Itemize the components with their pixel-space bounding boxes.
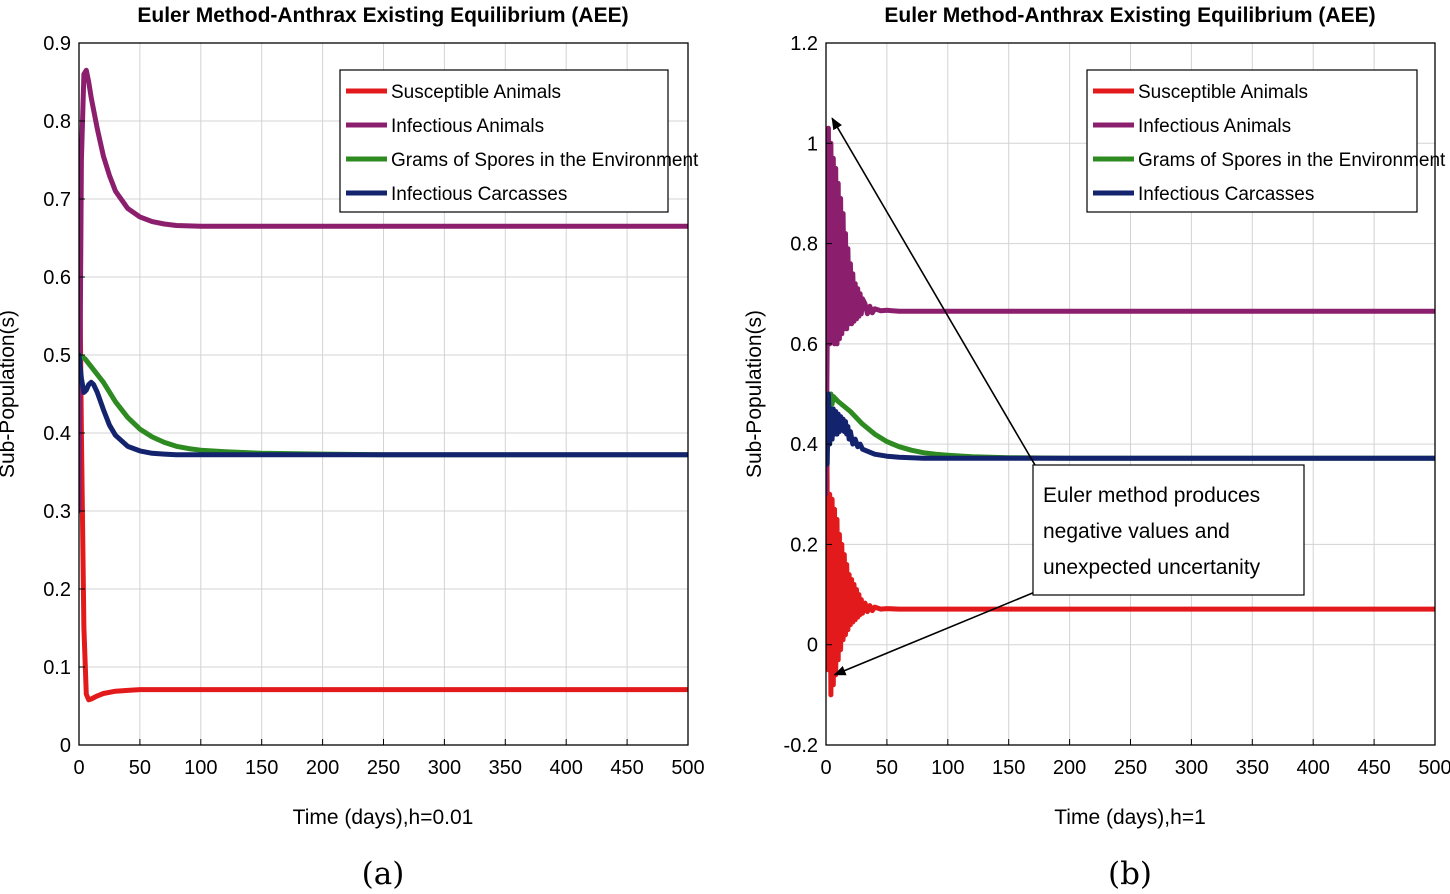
- x-tick-label: 350: [489, 757, 522, 779]
- y-tick-label: 0.7: [43, 189, 71, 211]
- y-tick-label: 0.9: [43, 33, 71, 55]
- chart-title-a: Euler Method-Anthrax Existing Equilibriu…: [137, 4, 628, 27]
- series-line-infectious-animals: [79, 67, 688, 514]
- series-line-susceptible-animals: [826, 291, 1435, 698]
- x-tick-label: 250: [1114, 757, 1147, 779]
- x-tick-label: 500: [671, 757, 704, 779]
- legend-label: Infectious Carcasses: [391, 184, 567, 205]
- legend-b: Susceptible Animals Infectious Animals Gra…: [1086, 69, 1446, 213]
- y-tick-label: 0.8: [790, 234, 818, 256]
- x-tick-label: 0: [820, 757, 831, 779]
- y-tick-label: 0.8: [43, 111, 71, 133]
- y-tick-label: 0: [60, 735, 71, 757]
- series-line-susceptible-animals: [79, 196, 688, 703]
- annotation-text-line: unexpected uncertanity: [1043, 556, 1261, 579]
- annotation-box: [1032, 464, 1305, 596]
- legend-box: [339, 69, 669, 213]
- legend-label: Grams of Spores in the Environment: [1138, 150, 1446, 171]
- y-tick-label: 1: [807, 133, 818, 155]
- legend-box: [1086, 69, 1418, 213]
- x-tick-label: 50: [876, 757, 898, 779]
- ticks-b: 0 50 100 150 200 250 300 350 400 450 500-0.200.20.…: [784, 33, 1450, 779]
- x-tick-label: 200: [306, 757, 339, 779]
- x-axis-label-a: Time (days),h=0.01: [293, 806, 474, 829]
- x-tick-label: 150: [245, 757, 278, 779]
- x-tick-label: 50: [129, 757, 151, 779]
- series-line-infectious-carcasses: [79, 352, 688, 458]
- x-tick-label: 400: [550, 757, 583, 779]
- y-tick-label: 0.6: [43, 267, 71, 289]
- chart-panel-b: 0 50 100 150 200 250 300 350 400 450 500-0.200.20.…: [743, 4, 1450, 892]
- y-axis-label-b: Sub-Population(s): [743, 310, 766, 478]
- x-tick-label: 300: [1175, 757, 1208, 779]
- annotation-text-line: negative values and: [1043, 520, 1230, 543]
- x-tick-label: 150: [992, 757, 1025, 779]
- series-group-a: [79, 67, 688, 703]
- series-line-infectious-animals: [826, 125, 1435, 497]
- y-axis-label-a: Sub-Population(s): [0, 310, 19, 478]
- legend-label: Infectious Carcasses: [1138, 184, 1314, 205]
- x-tick-label: 500: [1418, 757, 1450, 779]
- x-tick-label: 200: [1053, 757, 1086, 779]
- annotation-text-line: Euler method produces: [1043, 484, 1260, 507]
- x-tick-label: 450: [610, 757, 643, 779]
- y-tick-label: 0.2: [43, 579, 71, 601]
- x-tick-label: 400: [1297, 757, 1330, 779]
- y-tick-label: 0.3: [43, 501, 71, 523]
- y-tick-label: 0.1: [43, 657, 71, 679]
- y-tick-label: -0.2: [784, 735, 818, 757]
- legend-label: Susceptible Animals: [1138, 82, 1308, 103]
- y-tick-label: 0.5: [43, 345, 71, 367]
- x-tick-label: 350: [1236, 757, 1269, 779]
- legend-label: Grams of Spores in the Environment: [391, 150, 699, 171]
- y-tick-label: 0: [807, 635, 818, 657]
- x-tick-label: 100: [931, 757, 964, 779]
- y-tick-label: 0.4: [43, 423, 71, 445]
- annotation-arrow: [831, 117, 1036, 466]
- panel-label-a: (a): [362, 856, 405, 892]
- x-tick-label: 250: [367, 757, 400, 779]
- panel-label-b: (b): [1108, 856, 1152, 892]
- series-line-infectious-carcasses: [826, 391, 1435, 467]
- y-tick-label: 0.2: [790, 534, 818, 556]
- legend-label: Infectious Animals: [391, 116, 544, 137]
- legend-label: Infectious Animals: [1138, 116, 1291, 137]
- y-tick-label: 1.2: [790, 33, 818, 55]
- x-tick-label: 450: [1357, 757, 1390, 779]
- series-group-b: [826, 125, 1435, 698]
- x-axis-label-b: Time (days),h=1: [1054, 806, 1206, 829]
- x-tick-label: 100: [184, 757, 217, 779]
- legend-label: Susceptible Animals: [391, 82, 561, 103]
- y-tick-label: 0.6: [790, 334, 818, 356]
- y-tick-label: 0.4: [790, 434, 818, 456]
- x-tick-label: 300: [428, 757, 461, 779]
- chart-panel-a: 0 50 100 150 200 250 300 350 400 450 500 0 0.1 0.2 0.3…: [0, 4, 705, 892]
- x-tick-label: 0: [73, 757, 84, 779]
- annotation-arrow: [833, 591, 1036, 676]
- legend-a: Susceptible Animals Infectious Animals Gra…: [339, 69, 699, 213]
- ticks-a: 0 50 100 150 200 250 300 350 400 450 500 0 0.1 0.2 0.3…: [43, 33, 705, 779]
- annotation-b: Euler method produces negative values and…: [831, 117, 1305, 676]
- chart-title-b: Euler Method-Anthrax Existing Equilibriu…: [884, 4, 1375, 27]
